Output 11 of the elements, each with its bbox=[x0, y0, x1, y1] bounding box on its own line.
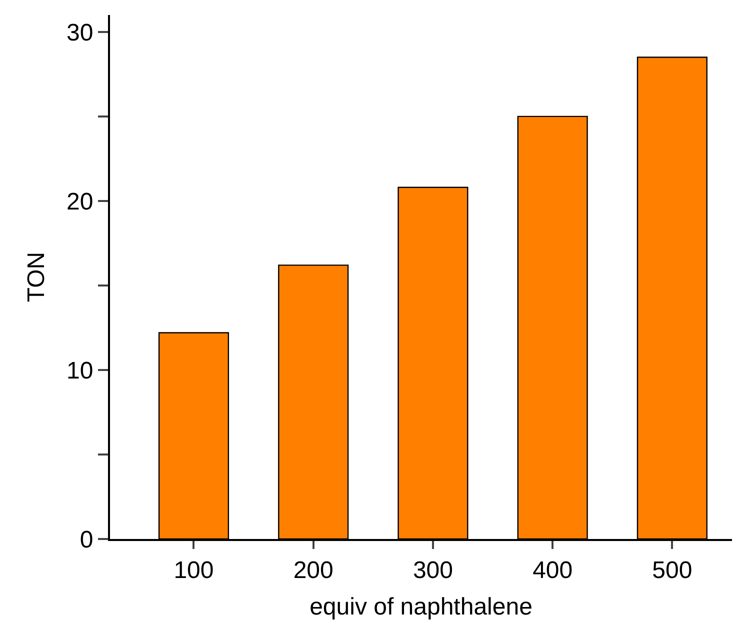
y-tick-label: 20 bbox=[66, 188, 94, 216]
y-tick-label: 0 bbox=[80, 526, 94, 554]
x-tick-label: 500 bbox=[652, 556, 692, 584]
x-tick-label: 400 bbox=[532, 556, 573, 584]
x-axis-title: equiv of naphthalene bbox=[310, 594, 532, 621]
x-tick-label: 100 bbox=[174, 556, 214, 584]
x-tick-label: 200 bbox=[293, 556, 334, 584]
y-tick-label: 10 bbox=[66, 357, 94, 384]
y-tick-label: 30 bbox=[66, 19, 94, 46]
x-tick-label: 300 bbox=[412, 556, 453, 584]
y-axis-title: TON bbox=[23, 252, 50, 302]
